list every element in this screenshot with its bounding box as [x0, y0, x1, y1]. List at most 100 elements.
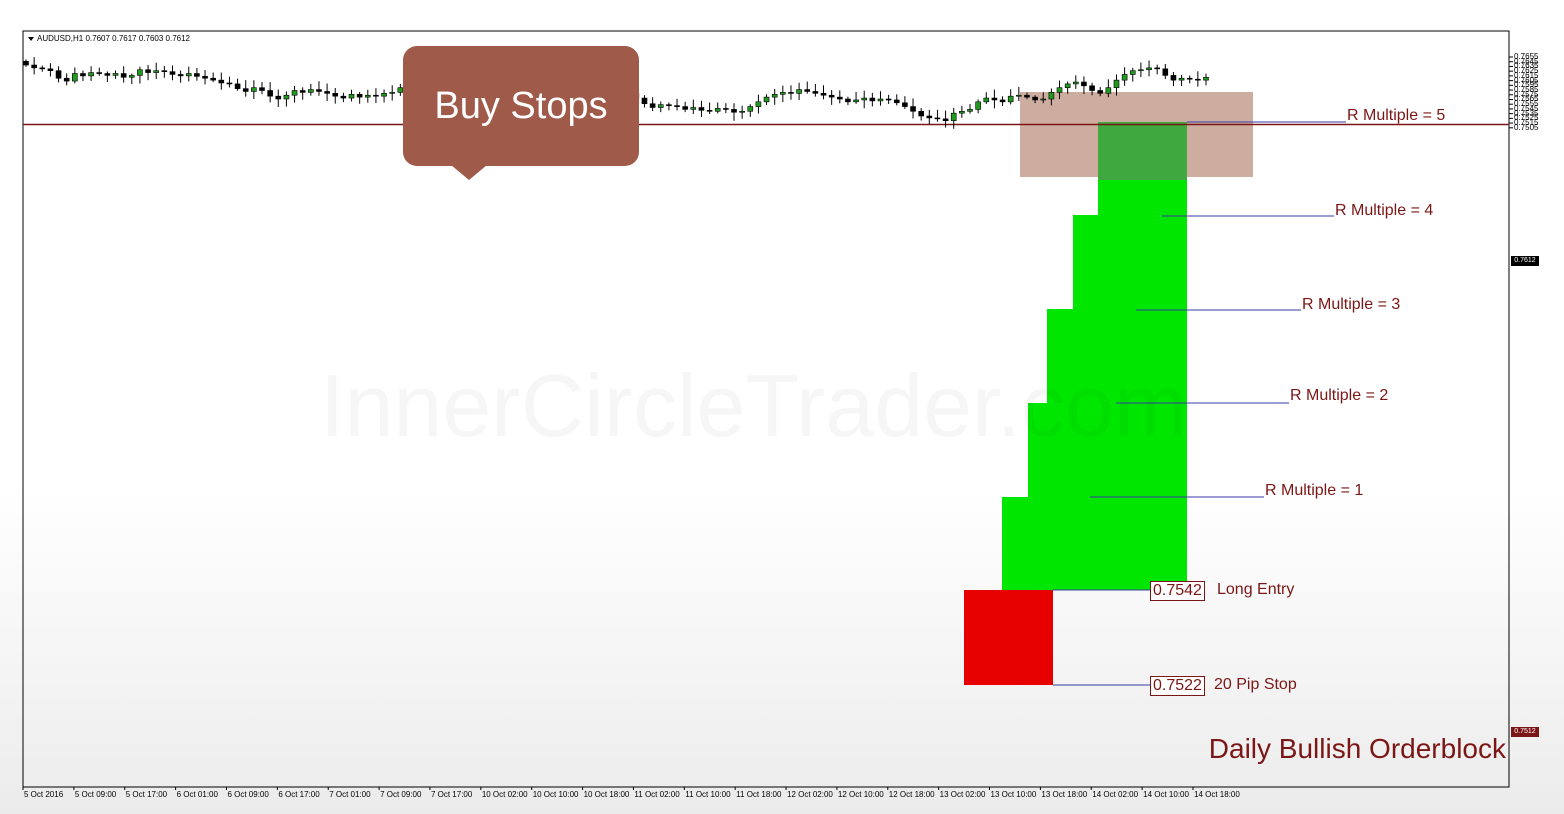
bear-candle [1032, 96, 1038, 101]
bull-candle [657, 104, 664, 108]
bull-candle [1178, 77, 1185, 81]
bear-candle [210, 77, 216, 81]
bull-candle [1072, 81, 1079, 85]
r-multiple-5-label: R Multiple = 5 [1347, 107, 1446, 124]
bear-candle [332, 93, 339, 97]
bull-candle [1040, 98, 1047, 101]
bear-candle [674, 105, 680, 107]
x-tick-label: 13 Oct 18:00 [1041, 790, 1088, 799]
bull-candle [308, 89, 314, 93]
bear-candle [169, 71, 176, 75]
bear-candle [218, 79, 225, 84]
bull-candle [1113, 79, 1120, 88]
bear-candle [23, 60, 29, 66]
bear-candle [926, 115, 933, 119]
y-tick-label: 0.7655 [1514, 52, 1539, 61]
bear-candle [31, 64, 37, 69]
bear-candle [242, 88, 249, 92]
bull-candle [950, 112, 957, 122]
orderblock-price-marker: 0.7512 [1511, 727, 1539, 737]
x-tick-label: 7 Oct 01:00 [329, 790, 371, 799]
bear-candle [666, 104, 672, 106]
bear-candle [340, 95, 347, 99]
r-multiple-1-label: R Multiple = 1 [1265, 482, 1364, 499]
dropdown-triangle-icon[interactable] [28, 36, 34, 41]
bull-candle [771, 93, 778, 98]
x-tick-label: 5 Oct 2016 [24, 790, 64, 799]
y-tick-label: 0.7555 [1514, 99, 1539, 109]
bear-candle [991, 97, 998, 101]
bear-candle [723, 108, 729, 110]
bear-candle [706, 110, 713, 112]
orderblock-label: Daily Bullish Orderblock [1208, 733, 1506, 764]
x-tick-label: 13 Oct 02:00 [939, 790, 986, 799]
bear-candle [828, 94, 835, 98]
y-tick-label: 0.7515 [1514, 118, 1539, 128]
plot-frame [22, 30, 1510, 788]
bear-candle [682, 106, 688, 110]
bull-candle [1048, 92, 1055, 100]
buy-stops-callout: Buy Stops [403, 46, 639, 180]
symbol-info-text: AUDUSD,H1 0.7607 0.7617 0.7603 0.7612 [37, 34, 190, 43]
bear-candle [1097, 90, 1104, 94]
bull-candle [1146, 67, 1152, 71]
bull-candle [690, 107, 697, 110]
bear-candle [275, 95, 282, 100]
callout-tail [451, 165, 487, 180]
x-tick-label: 5 Oct 17:00 [125, 790, 168, 799]
x-tick-label: 7 Oct 17:00 [430, 790, 473, 799]
y-tick-label: 0.7575 [1514, 89, 1539, 99]
bear-candle [96, 72, 103, 74]
bear-candle [194, 73, 200, 77]
bear-candle [885, 98, 892, 101]
y-tick-label: 0.7525 [1514, 113, 1539, 123]
bull-candle [796, 89, 802, 94]
y-tick-label: 0.7645 [1514, 56, 1539, 66]
x-tick-label: 14 Oct 18:00 [1194, 790, 1240, 799]
x-tick-label: 11 Oct 10:00 [685, 790, 731, 799]
current-price-marker: 0.7612 [1511, 256, 1539, 266]
y-tick-label: 0.7635 [1514, 61, 1539, 71]
bull-candle [185, 73, 192, 77]
x-tick-label: 10 Oct 02:00 [481, 790, 528, 799]
bull-candle [959, 110, 965, 114]
bear-candle [641, 97, 648, 105]
y-tick-label: 0.7565 [1514, 94, 1539, 104]
y-tick-label: 0.7545 [1514, 103, 1539, 113]
bear-candle [812, 91, 819, 94]
bear-candle [1089, 85, 1095, 91]
bull-candle [128, 75, 135, 78]
bear-candle [120, 73, 127, 78]
x-tick-label: 10 Oct 10:00 [532, 790, 579, 799]
bear-candle [202, 76, 208, 79]
bear-candle [316, 89, 322, 92]
x-tick-label: 12 Oct 10:00 [837, 790, 884, 799]
stop-label: 20 Pip Stop [1214, 676, 1297, 693]
x-tick-label: 11 Oct 18:00 [736, 790, 782, 799]
r-multiple-3-label: R Multiple = 3 [1302, 296, 1401, 313]
bear-candle [373, 94, 379, 97]
bear-candle [1162, 68, 1169, 76]
bear-candle [226, 82, 233, 85]
target-zone-overlap [1098, 122, 1187, 180]
bear-candle [910, 106, 916, 112]
bull-candle [364, 94, 371, 98]
r-multiple-4-label: R Multiple = 4 [1335, 202, 1434, 219]
bear-candle [731, 109, 737, 113]
bear-candle [39, 67, 46, 70]
bull-candle [983, 97, 990, 103]
bull-candle [389, 92, 396, 94]
bear-candle [902, 102, 908, 107]
bull-candle [1121, 74, 1128, 81]
bull-candle [381, 93, 387, 97]
bull-candle [739, 110, 745, 113]
bear-candle [649, 103, 656, 108]
bull-candle [975, 101, 981, 110]
bear-candle [942, 118, 949, 122]
bull-candle [877, 98, 884, 102]
bear-candle [63, 77, 70, 82]
x-tick-label: 7 Oct 09:00 [380, 790, 422, 799]
stop-price-box: 0.7522 [1150, 676, 1205, 696]
